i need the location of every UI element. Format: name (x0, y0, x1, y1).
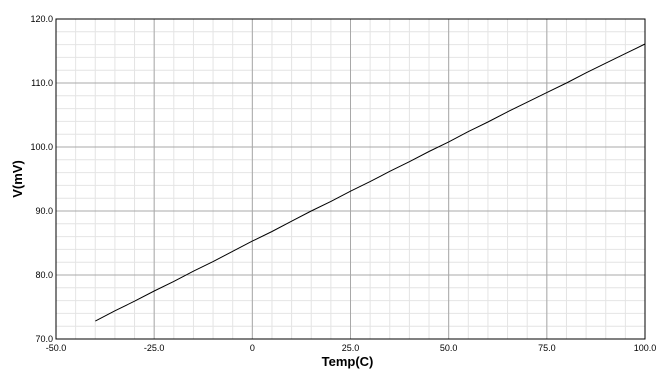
x-axis-title: Temp(C) (322, 354, 374, 369)
series-layer (95, 43, 646, 322)
x-tick-label: -25.0 (144, 343, 165, 353)
y-tick-label: 70.0 (35, 334, 53, 344)
x-tick-label: 50.0 (440, 343, 458, 353)
y-tick-label: 110.0 (31, 78, 53, 88)
x-tick-label: 100.0 (634, 343, 657, 353)
x-tick-label: 75.0 (538, 343, 556, 353)
series-line (95, 43, 646, 322)
major-grid (55, 18, 646, 340)
y-tick-label: 120.0 (30, 14, 53, 24)
y-tick-labels: 70.0 80.0 90.0 100.0 110.0 120.0 (30, 14, 53, 344)
x-tick-labels: -50.0 -25.0 0 25.0 50.0 75.0 100.0 (46, 343, 657, 353)
y-axis-title: V(mV) (10, 160, 25, 198)
x-tick-label: 25.0 (342, 343, 360, 353)
plot-frame (55, 18, 646, 340)
x-tick-label: -50.0 (46, 343, 67, 353)
y-tick-label: 100.0 (30, 142, 53, 152)
x-tick-label: 0 (250, 343, 255, 353)
y-tick-label: 80.0 (35, 270, 53, 280)
y-tick-label: 90.0 (35, 206, 53, 216)
